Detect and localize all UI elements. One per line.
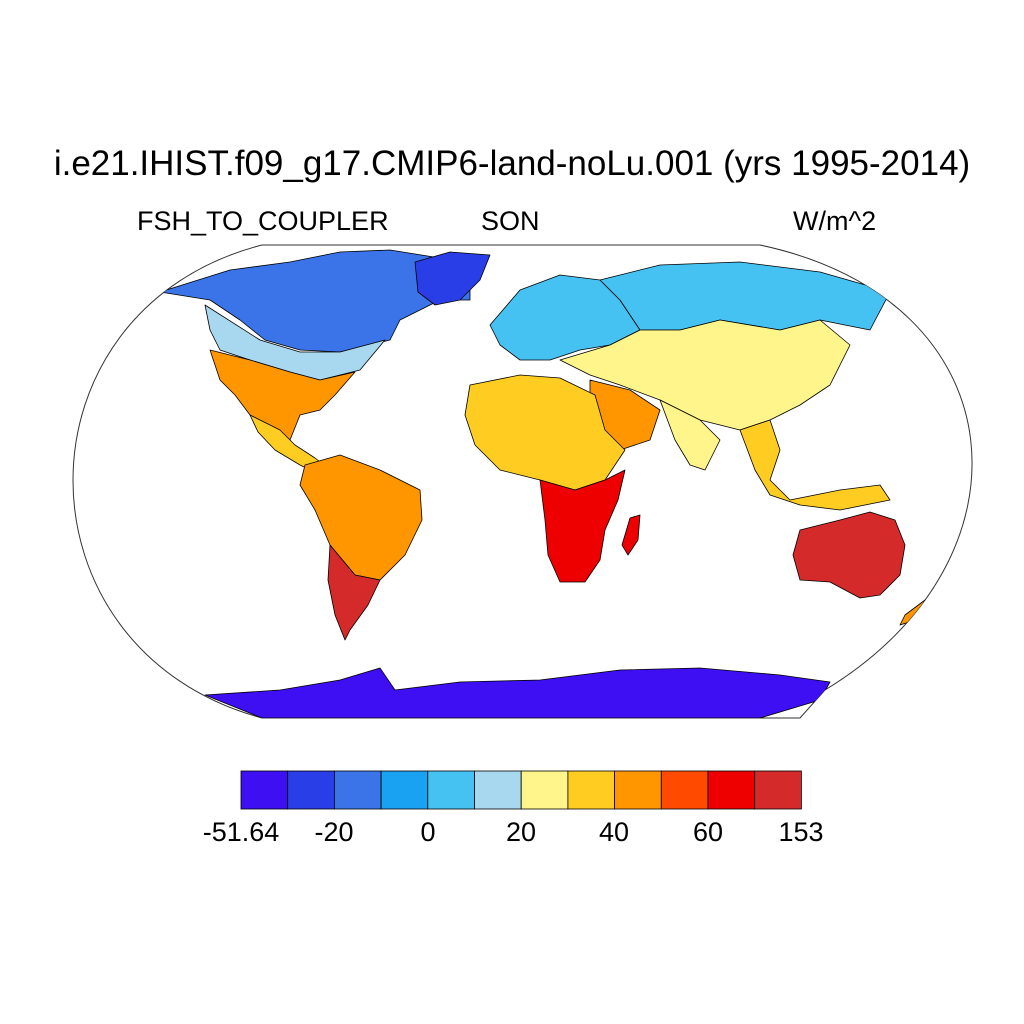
colorbar-box bbox=[380, 770, 429, 810]
colorbar-box bbox=[520, 770, 569, 810]
region-north-america-central bbox=[204, 304, 386, 381]
region-india bbox=[659, 399, 721, 471]
region-asia-central bbox=[559, 319, 851, 431]
colorbar-box bbox=[754, 770, 802, 810]
colorbar-box bbox=[614, 770, 662, 810]
units-label: W/m^2 bbox=[793, 206, 877, 236]
region-south-america-south bbox=[327, 544, 381, 641]
region-southeast-asia bbox=[739, 419, 891, 511]
colorbar-box bbox=[287, 770, 335, 810]
colorbar-label: -20 bbox=[314, 817, 354, 847]
region-africa-south bbox=[539, 469, 626, 583]
colorbar-label: -51.64 bbox=[202, 817, 280, 847]
colorbar-label: 20 bbox=[505, 817, 537, 847]
region-australia bbox=[792, 511, 906, 599]
colorbar-box bbox=[567, 770, 616, 810]
colorbar-box bbox=[333, 770, 382, 810]
colorbar-label: 60 bbox=[692, 817, 724, 847]
colorbar bbox=[240, 770, 802, 810]
colorbar-label: 40 bbox=[598, 817, 630, 847]
region-madagascar bbox=[621, 514, 641, 556]
region-asia-north bbox=[599, 261, 891, 331]
region-greenland bbox=[414, 251, 491, 306]
colorbar-box bbox=[474, 770, 522, 810]
region-antarctica bbox=[204, 667, 831, 718]
colorbar-label: 153 bbox=[778, 817, 824, 847]
variable-label: FSH_TO_COUPLER bbox=[137, 206, 389, 236]
colorbar-box bbox=[240, 770, 289, 810]
colorbar-box bbox=[660, 770, 709, 810]
plot-title: i.e21.IHIST.f09_g17.CMIP6-land-noLu.001 … bbox=[53, 144, 971, 183]
colorbar-box bbox=[707, 770, 756, 810]
region-south-america bbox=[299, 454, 423, 581]
colorbar-box bbox=[427, 770, 475, 810]
region-north-america-south bbox=[209, 349, 356, 441]
colorbar-label: 0 bbox=[420, 817, 436, 847]
season-label: SON bbox=[481, 206, 540, 236]
